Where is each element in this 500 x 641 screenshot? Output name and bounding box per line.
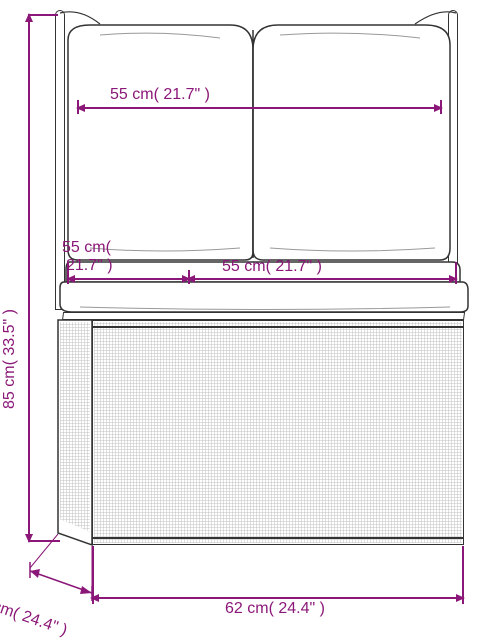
dim-depth-svg	[0, 0, 500, 641]
dim-width-ext-l	[92, 546, 94, 604]
dim-width-label: 62 cm( 24.4" )	[225, 600, 325, 618]
dim-width-arrow-r	[456, 594, 465, 602]
dim-width-line	[92, 597, 462, 599]
diagram-container: 85 cm( 33.5" ) 55 cm( 21.7" ) 55 cm( 21.…	[0, 0, 500, 641]
drawing-area: 85 cm( 33.5" ) 55 cm( 21.7" ) 55 cm( 21.…	[0, 0, 500, 641]
dim-width-ext-r	[462, 546, 464, 604]
